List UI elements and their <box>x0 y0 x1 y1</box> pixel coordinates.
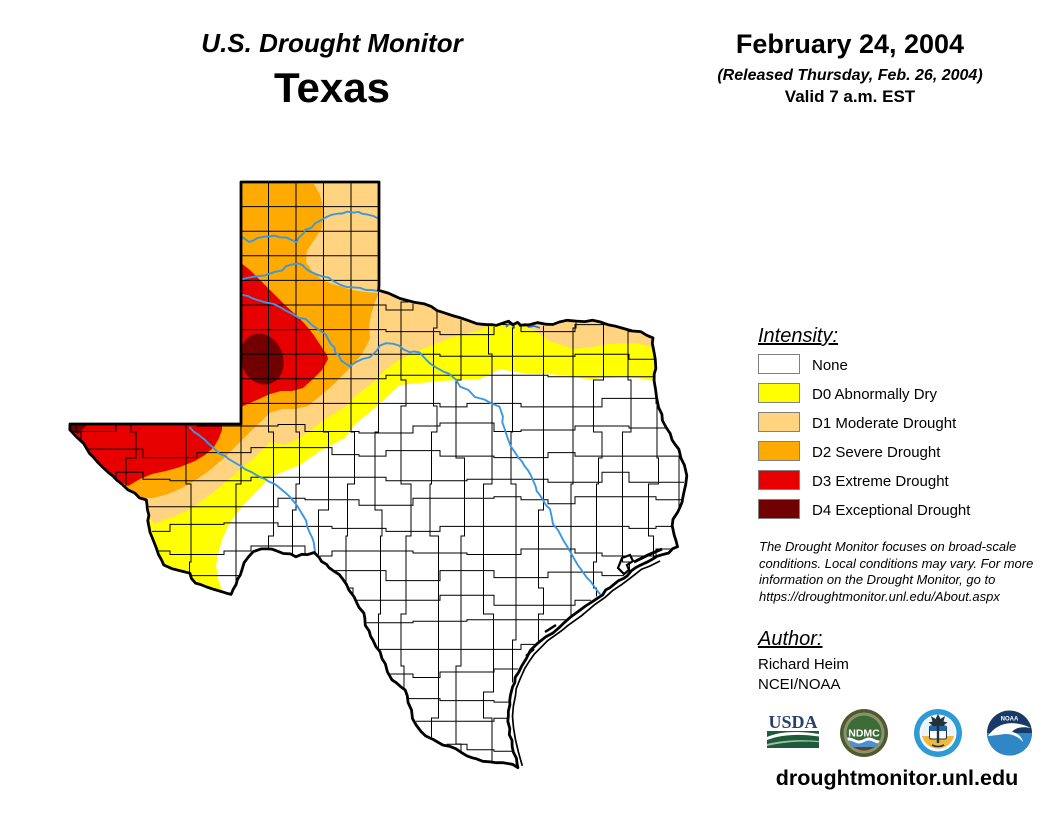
svg-text:NDMC: NDMC <box>848 728 880 740</box>
svg-text:NOAA: NOAA <box>1001 717 1019 723</box>
svg-text:USDA: USDA <box>768 713 817 732</box>
